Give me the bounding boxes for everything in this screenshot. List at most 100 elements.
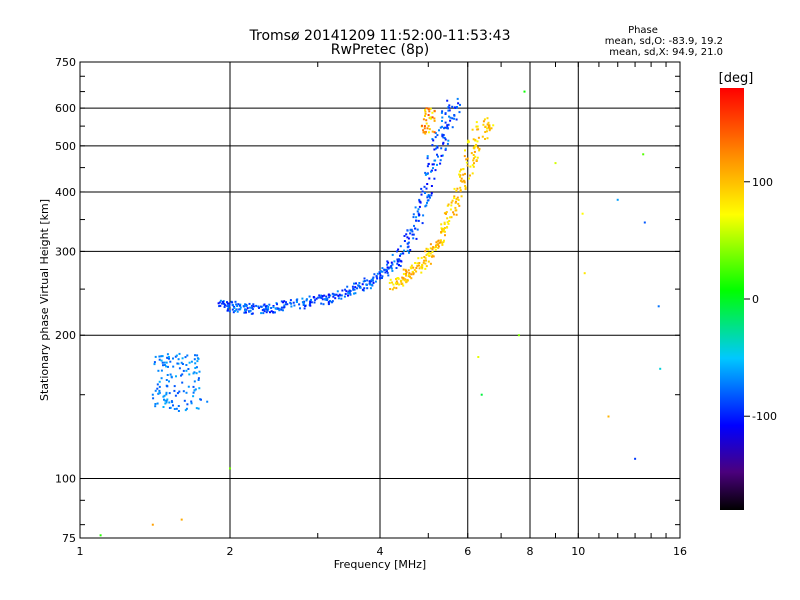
data-point [185,391,188,394]
data-point [156,383,159,386]
data-point [417,264,420,267]
data-point [456,97,459,100]
data-point [386,266,389,269]
data-point [421,190,424,193]
data-point [165,400,168,403]
data-point [165,393,168,396]
data-point [223,302,225,305]
data-point [249,306,252,309]
data-point [341,289,344,292]
data-point [451,117,454,120]
data-point [195,366,198,369]
data-point [450,204,453,207]
data-point [429,116,432,119]
data-point [269,311,271,314]
data-point [399,254,401,257]
x-tick-label: 1 [77,545,84,558]
data-point [178,367,181,370]
data-point [198,387,201,390]
data-point [427,131,430,134]
data-point [434,136,437,139]
data-point [293,304,296,307]
data-point [331,301,334,304]
data-point [221,302,223,305]
data-point [190,360,193,363]
data-point [320,294,323,297]
data-point [231,308,234,311]
data-point [265,311,268,314]
data-point [411,233,414,236]
data-point [472,138,475,141]
data-point [406,242,409,245]
data-point [417,212,420,215]
data-point [190,402,193,405]
data-point [409,232,412,235]
data-point [448,109,451,112]
data-point [320,297,323,299]
data-point [340,294,343,297]
data-point [436,153,438,156]
data-point [416,228,419,231]
data-point [373,273,376,276]
data-point [165,365,168,368]
data-point [441,125,444,128]
data-point [162,395,165,398]
data-point [484,138,486,140]
data-point [441,120,443,122]
data-point [421,264,424,267]
data-point [354,286,357,289]
data-point [425,187,428,190]
data-point [428,177,431,180]
data-point [427,194,430,196]
data-point [403,240,406,242]
data-point [151,523,154,526]
data-point [251,306,254,309]
data-point [319,296,322,299]
data-point [463,180,466,183]
data-point [154,403,157,405]
data-point [217,302,220,305]
data-point [456,196,459,199]
data-point [431,116,434,119]
data-point [266,308,269,311]
x-tick-label: 2 [227,545,234,558]
data-point [167,365,169,368]
data-point [420,187,423,190]
data-point [425,265,428,268]
data-point [272,311,275,313]
data-point [459,190,462,193]
data-point [166,356,169,359]
data-point [426,127,429,130]
data-point [347,292,350,295]
data-point [332,295,335,298]
data-point [391,288,394,291]
data-point [303,300,306,303]
data-point [296,298,299,301]
data-point [416,265,419,267]
data-point [181,373,184,376]
data-point [182,390,185,393]
data-point [166,385,169,388]
data-point [464,186,467,189]
data-point [430,170,432,173]
data-point [166,398,169,401]
data-point [426,252,429,255]
data-point [165,379,168,381]
data-point [282,301,285,304]
data-point [329,294,332,297]
data-point [422,131,425,134]
data-point [391,253,394,256]
data-point [347,294,349,297]
data-point [406,236,409,239]
data-point [478,147,481,150]
data-point [431,254,434,257]
data-point [464,149,466,152]
data-point [352,288,355,291]
data-point [403,279,406,282]
data-point [163,398,165,401]
data-point [164,399,167,402]
data-point [444,138,447,141]
data-point [363,280,366,282]
data-point [387,261,390,264]
data-point [334,297,337,300]
